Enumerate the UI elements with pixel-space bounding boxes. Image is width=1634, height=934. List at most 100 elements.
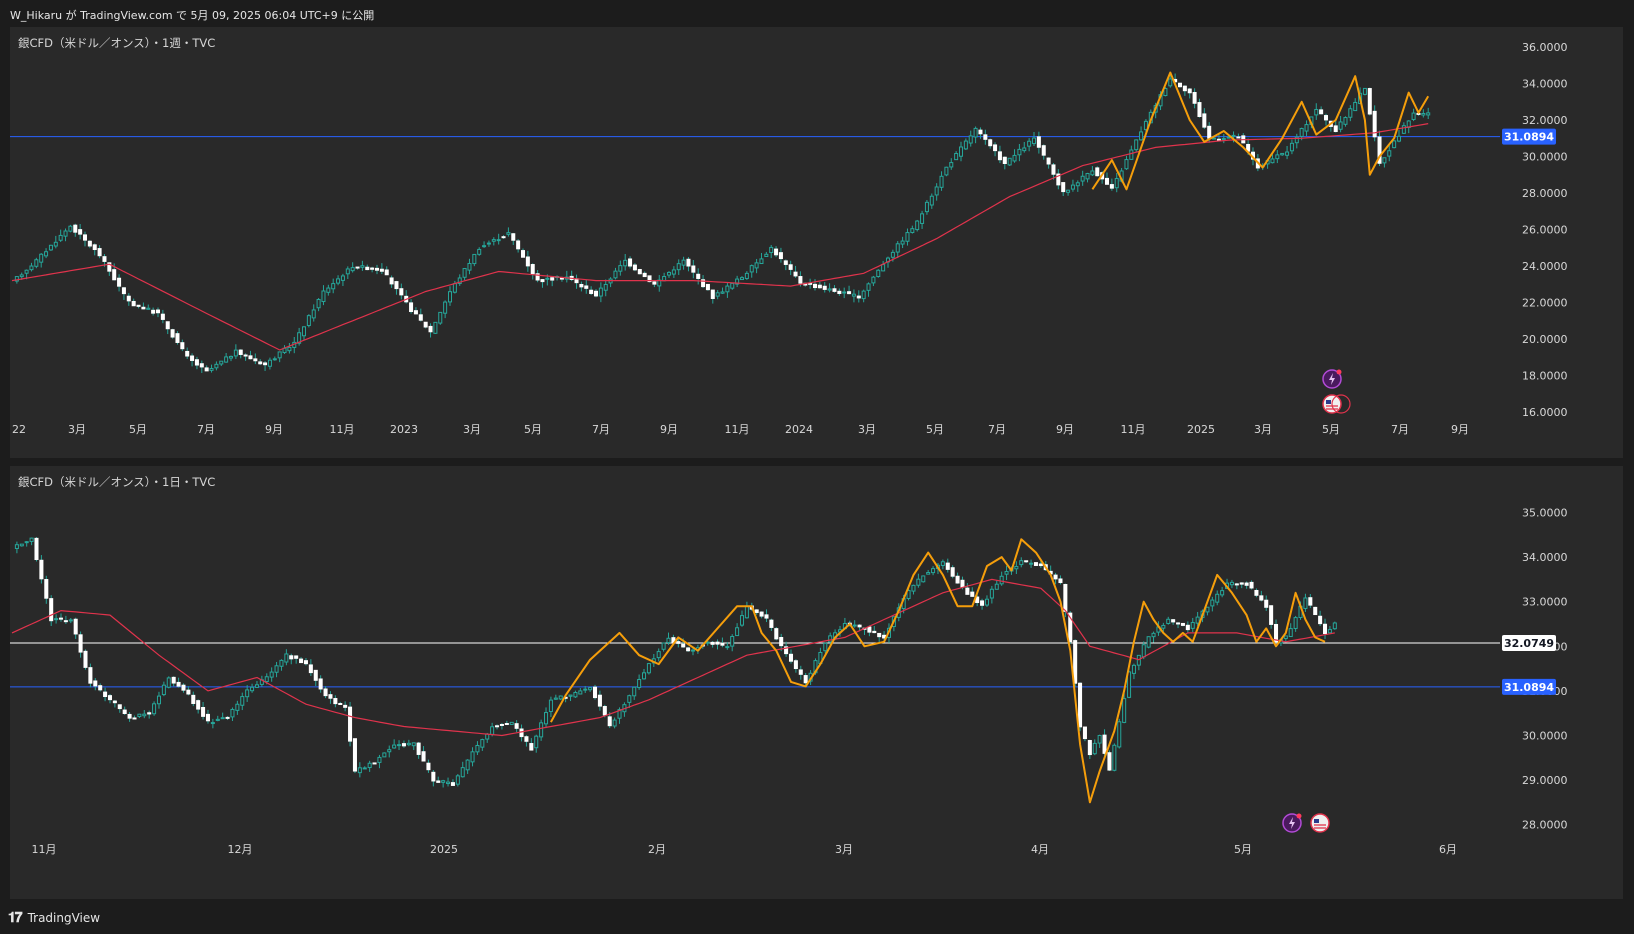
candle-body bbox=[764, 614, 769, 619]
candle-body bbox=[160, 313, 165, 320]
candle-body bbox=[607, 716, 612, 727]
price-tick-label: 30.0000 bbox=[1522, 151, 1568, 164]
candle-body bbox=[1139, 131, 1144, 141]
candle-body bbox=[1285, 151, 1290, 156]
weekly-chart-svg[interactable]: 36.0000 34.0000 32.0000 30.0000 28.0000 26.00… bbox=[10, 27, 1623, 458]
candle-body bbox=[1185, 624, 1190, 631]
candle-body bbox=[171, 676, 176, 684]
candle-body bbox=[413, 310, 418, 315]
candle-body bbox=[1202, 113, 1207, 128]
candle-body bbox=[350, 267, 355, 272]
candle-body bbox=[137, 713, 142, 717]
time-tick-label: 3月 bbox=[68, 423, 86, 436]
candle-body bbox=[1236, 136, 1241, 139]
candle-body bbox=[131, 300, 136, 307]
candle-body bbox=[754, 609, 759, 614]
candle-body bbox=[1308, 597, 1313, 606]
tradingview-footer[interactable]: 𝟏𝟕 TradingView bbox=[8, 908, 100, 928]
candle-body bbox=[837, 290, 842, 294]
candle-body bbox=[1215, 593, 1220, 603]
candle-body bbox=[1212, 137, 1217, 140]
pattern-drawing bbox=[1091, 71, 1430, 191]
daily-chart-svg[interactable]: 35.000034.000033.000032.000031.000030.00… bbox=[10, 466, 1623, 899]
candle-body bbox=[1314, 108, 1319, 116]
candle-body bbox=[318, 678, 323, 690]
candle-body bbox=[1401, 125, 1406, 134]
candle-body bbox=[331, 283, 336, 290]
candle-body bbox=[983, 134, 988, 140]
candle-body bbox=[1087, 740, 1092, 756]
candle-body bbox=[253, 358, 258, 362]
weekly-chart-pane[interactable]: 銀CFD（米ドル／オンス）・1週・TVC 36.0000 34.0000 32.00… bbox=[10, 27, 1623, 458]
candle-body bbox=[447, 291, 453, 303]
candle-body bbox=[1033, 562, 1038, 566]
candle-body bbox=[954, 153, 959, 161]
candle-body bbox=[336, 278, 341, 284]
candle-body bbox=[201, 706, 206, 717]
time-axis: 11月 12月 2025 2月 3月 4月 5月 6月 bbox=[32, 843, 1458, 856]
candle-body bbox=[311, 309, 316, 319]
candle-body bbox=[1080, 175, 1085, 182]
candle-body bbox=[142, 713, 147, 717]
candle-body bbox=[1161, 624, 1166, 629]
candle-body bbox=[272, 358, 277, 361]
candle-body bbox=[993, 144, 998, 152]
candle-body bbox=[725, 646, 730, 649]
candle-body bbox=[1259, 595, 1264, 601]
candle-body bbox=[584, 285, 589, 289]
candle-body bbox=[1338, 121, 1343, 130]
candle-body bbox=[602, 706, 607, 716]
candle-body bbox=[1299, 128, 1304, 137]
candle-body bbox=[360, 265, 365, 268]
candle-body bbox=[240, 696, 245, 706]
candle-body bbox=[730, 282, 735, 289]
chart-title-daily: 銀CFD（米ドル／オンス）・1日・TVC bbox=[18, 475, 216, 489]
candle-body bbox=[225, 716, 230, 719]
candle-body bbox=[593, 290, 599, 297]
time-tick-label: 22 bbox=[12, 423, 26, 436]
daily-chart-pane[interactable]: 銀CFD（米ドル／オンス）・1日・TVC 35.0000 34.0000 33.00… bbox=[10, 466, 1623, 899]
candle-body bbox=[433, 321, 438, 334]
candle-body bbox=[63, 230, 68, 237]
candle-body bbox=[701, 279, 706, 288]
candle-body bbox=[1168, 78, 1173, 87]
candle-body bbox=[978, 129, 983, 135]
candle-body bbox=[1254, 589, 1259, 596]
candle-body bbox=[482, 245, 487, 248]
candle-body bbox=[1085, 173, 1090, 180]
candle-body bbox=[847, 291, 852, 295]
candle-body bbox=[243, 354, 248, 357]
candle-body bbox=[744, 605, 749, 619]
candle-body bbox=[287, 346, 292, 352]
candle-body bbox=[191, 694, 196, 704]
candle-body bbox=[881, 264, 886, 272]
candle-body bbox=[812, 283, 818, 289]
time-tick-label: 2024 bbox=[785, 423, 813, 436]
candle-body bbox=[1127, 671, 1132, 698]
candle-body bbox=[759, 258, 764, 265]
candle-body bbox=[715, 292, 720, 297]
candle-body bbox=[49, 598, 54, 622]
candle-body bbox=[589, 289, 594, 294]
candle-body bbox=[613, 270, 618, 279]
candle-body bbox=[940, 561, 945, 566]
candle-body bbox=[950, 567, 955, 577]
candle-body bbox=[1066, 189, 1071, 193]
candle-body bbox=[1151, 632, 1156, 638]
candle-body bbox=[988, 139, 993, 147]
time-tick-label: 11月 bbox=[1121, 423, 1146, 436]
candle-body bbox=[1288, 628, 1293, 638]
candle-body bbox=[1134, 139, 1139, 151]
candle-body bbox=[215, 718, 220, 721]
candle-body bbox=[1022, 147, 1027, 152]
candle-body bbox=[14, 276, 19, 282]
candle-body bbox=[783, 260, 788, 265]
candle-body bbox=[73, 224, 78, 233]
candle-body bbox=[470, 751, 475, 763]
candle-body bbox=[117, 704, 122, 710]
price-tick-label: 32.0000 bbox=[1522, 114, 1568, 127]
candle-body bbox=[506, 232, 511, 235]
candle-body bbox=[1182, 85, 1187, 92]
candle-body bbox=[250, 686, 255, 692]
moving-average-line bbox=[11, 578, 1335, 737]
